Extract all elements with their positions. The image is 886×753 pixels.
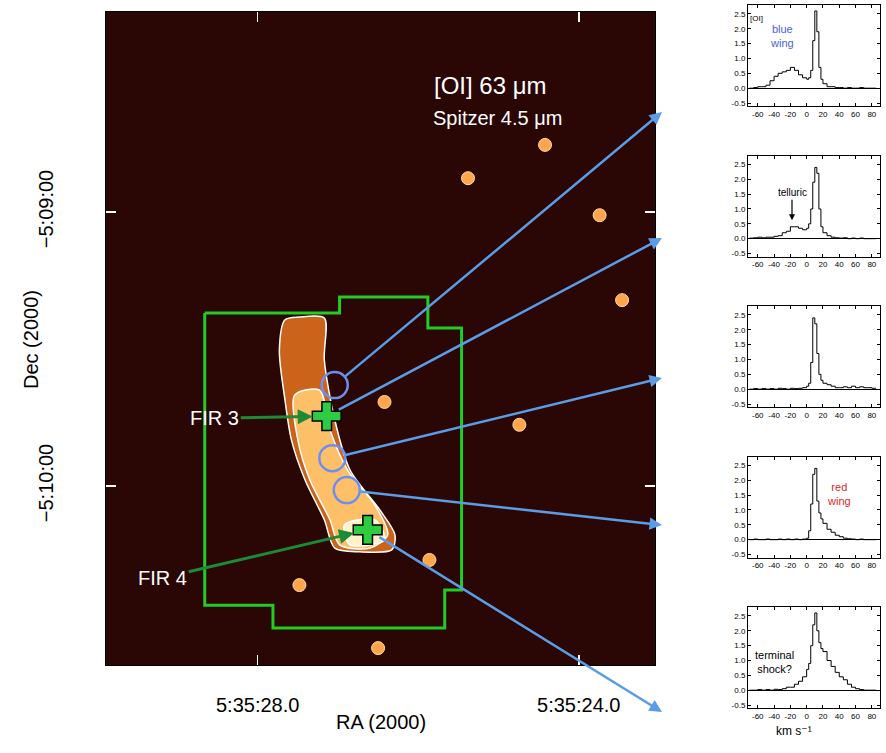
- svg-text:0.5: 0.5: [734, 220, 746, 229]
- svg-text:20: 20: [819, 110, 828, 119]
- svg-text:bluewing: bluewing: [770, 23, 794, 49]
- svg-text:0.5: 0.5: [734, 370, 746, 379]
- svg-text:0: 0: [804, 712, 809, 721]
- svg-text:terminalshock?: terminalshock?: [755, 649, 794, 675]
- svg-text:60: 60: [851, 110, 860, 119]
- svg-text:2.5: 2.5: [734, 10, 746, 19]
- svg-text:0.5: 0.5: [734, 671, 746, 680]
- svg-text:60: 60: [851, 712, 860, 721]
- svg-text:0.5: 0.5: [734, 69, 746, 78]
- svg-text:[OI]: [OI]: [750, 14, 763, 23]
- svg-text:40: 40: [835, 260, 844, 269]
- svg-text:5:35:24.0: 5:35:24.0: [537, 694, 620, 716]
- svg-text:Spitzer 4.5 μm: Spitzer 4.5 μm: [433, 107, 562, 129]
- svg-text:km s⁻¹: km s⁻¹: [776, 724, 812, 738]
- svg-text:telluric: telluric: [778, 187, 807, 198]
- svg-text:2.0: 2.0: [734, 175, 746, 184]
- svg-text:0.0: 0.0: [734, 385, 746, 394]
- svg-text:1.0: 1.0: [734, 54, 746, 63]
- svg-text:1.5: 1.5: [734, 39, 746, 48]
- svg-text:−5:09:00: −5:09:00: [35, 170, 57, 248]
- svg-text:-60: -60: [752, 260, 764, 269]
- svg-text:-20: -20: [785, 260, 797, 269]
- svg-text:20: 20: [819, 712, 828, 721]
- svg-text:1.0: 1.0: [734, 355, 746, 364]
- svg-text:1.5: 1.5: [734, 491, 746, 500]
- svg-text:0.0: 0.0: [734, 234, 746, 243]
- svg-text:-20: -20: [785, 561, 797, 570]
- svg-text:-60: -60: [752, 561, 764, 570]
- svg-text:1.0: 1.0: [734, 656, 746, 665]
- svg-text:20: 20: [819, 260, 828, 269]
- svg-text:80: 80: [867, 110, 876, 119]
- svg-text:40: 40: [835, 712, 844, 721]
- svg-text:2.0: 2.0: [734, 25, 746, 34]
- svg-text:1.0: 1.0: [734, 506, 746, 515]
- svg-text:-20: -20: [785, 712, 797, 721]
- svg-text:1.5: 1.5: [734, 641, 746, 650]
- svg-text:2.0: 2.0: [734, 627, 746, 636]
- svg-text:80: 80: [867, 260, 876, 269]
- svg-text:0: 0: [804, 561, 809, 570]
- svg-text:2.5: 2.5: [734, 461, 746, 470]
- svg-text:20: 20: [819, 561, 828, 570]
- svg-text:60: 60: [851, 411, 860, 420]
- svg-text:FIR 3: FIR 3: [190, 407, 239, 429]
- svg-text:80: 80: [867, 561, 876, 570]
- svg-text:60: 60: [851, 260, 860, 269]
- svg-text:-0.5: -0.5: [732, 249, 746, 258]
- svg-text:-0.5: -0.5: [732, 99, 746, 108]
- svg-text:-60: -60: [752, 411, 764, 420]
- svg-text:0.0: 0.0: [734, 84, 746, 93]
- svg-text:-40: -40: [768, 411, 780, 420]
- svg-text:1.5: 1.5: [734, 340, 746, 349]
- svg-text:2.5: 2.5: [734, 612, 746, 621]
- svg-text:-40: -40: [768, 110, 780, 119]
- svg-text:20: 20: [819, 411, 828, 420]
- svg-text:60: 60: [851, 561, 860, 570]
- svg-text:1.0: 1.0: [734, 205, 746, 214]
- svg-text:80: 80: [867, 411, 876, 420]
- svg-text:FIR 4: FIR 4: [138, 567, 187, 589]
- svg-text:-0.5: -0.5: [732, 400, 746, 409]
- svg-text:-40: -40: [768, 712, 780, 721]
- svg-text:-20: -20: [785, 110, 797, 119]
- svg-text:0.5: 0.5: [734, 521, 746, 530]
- svg-text:-60: -60: [752, 712, 764, 721]
- svg-text:40: 40: [835, 561, 844, 570]
- svg-text:-20: -20: [785, 411, 797, 420]
- svg-text:40: 40: [835, 411, 844, 420]
- svg-text:-40: -40: [768, 260, 780, 269]
- svg-text:0.0: 0.0: [734, 535, 746, 544]
- svg-text:2.5: 2.5: [734, 311, 746, 320]
- svg-text:2.5: 2.5: [734, 160, 746, 169]
- svg-text:0: 0: [804, 110, 809, 119]
- svg-text:redwing: redwing: [827, 481, 851, 507]
- svg-text:Dec (2000): Dec (2000): [20, 290, 42, 389]
- svg-text:2.0: 2.0: [734, 326, 746, 335]
- svg-text:[OI] 63 μm: [OI] 63 μm: [434, 72, 547, 99]
- svg-text:-40: -40: [768, 561, 780, 570]
- svg-text:−5:10:00: −5:10:00: [35, 444, 57, 522]
- svg-text:RA (2000): RA (2000): [336, 711, 426, 733]
- svg-text:80: 80: [867, 712, 876, 721]
- svg-text:0: 0: [804, 411, 809, 420]
- svg-text:-0.5: -0.5: [732, 550, 746, 559]
- svg-text:40: 40: [835, 110, 844, 119]
- svg-text:0: 0: [804, 260, 809, 269]
- svg-text:-60: -60: [752, 110, 764, 119]
- svg-text:0.0: 0.0: [734, 686, 746, 695]
- svg-text:2.0: 2.0: [734, 476, 746, 485]
- svg-text:5:35:28.0: 5:35:28.0: [216, 694, 299, 716]
- svg-text:1.5: 1.5: [734, 190, 746, 199]
- svg-text:-0.5: -0.5: [732, 701, 746, 710]
